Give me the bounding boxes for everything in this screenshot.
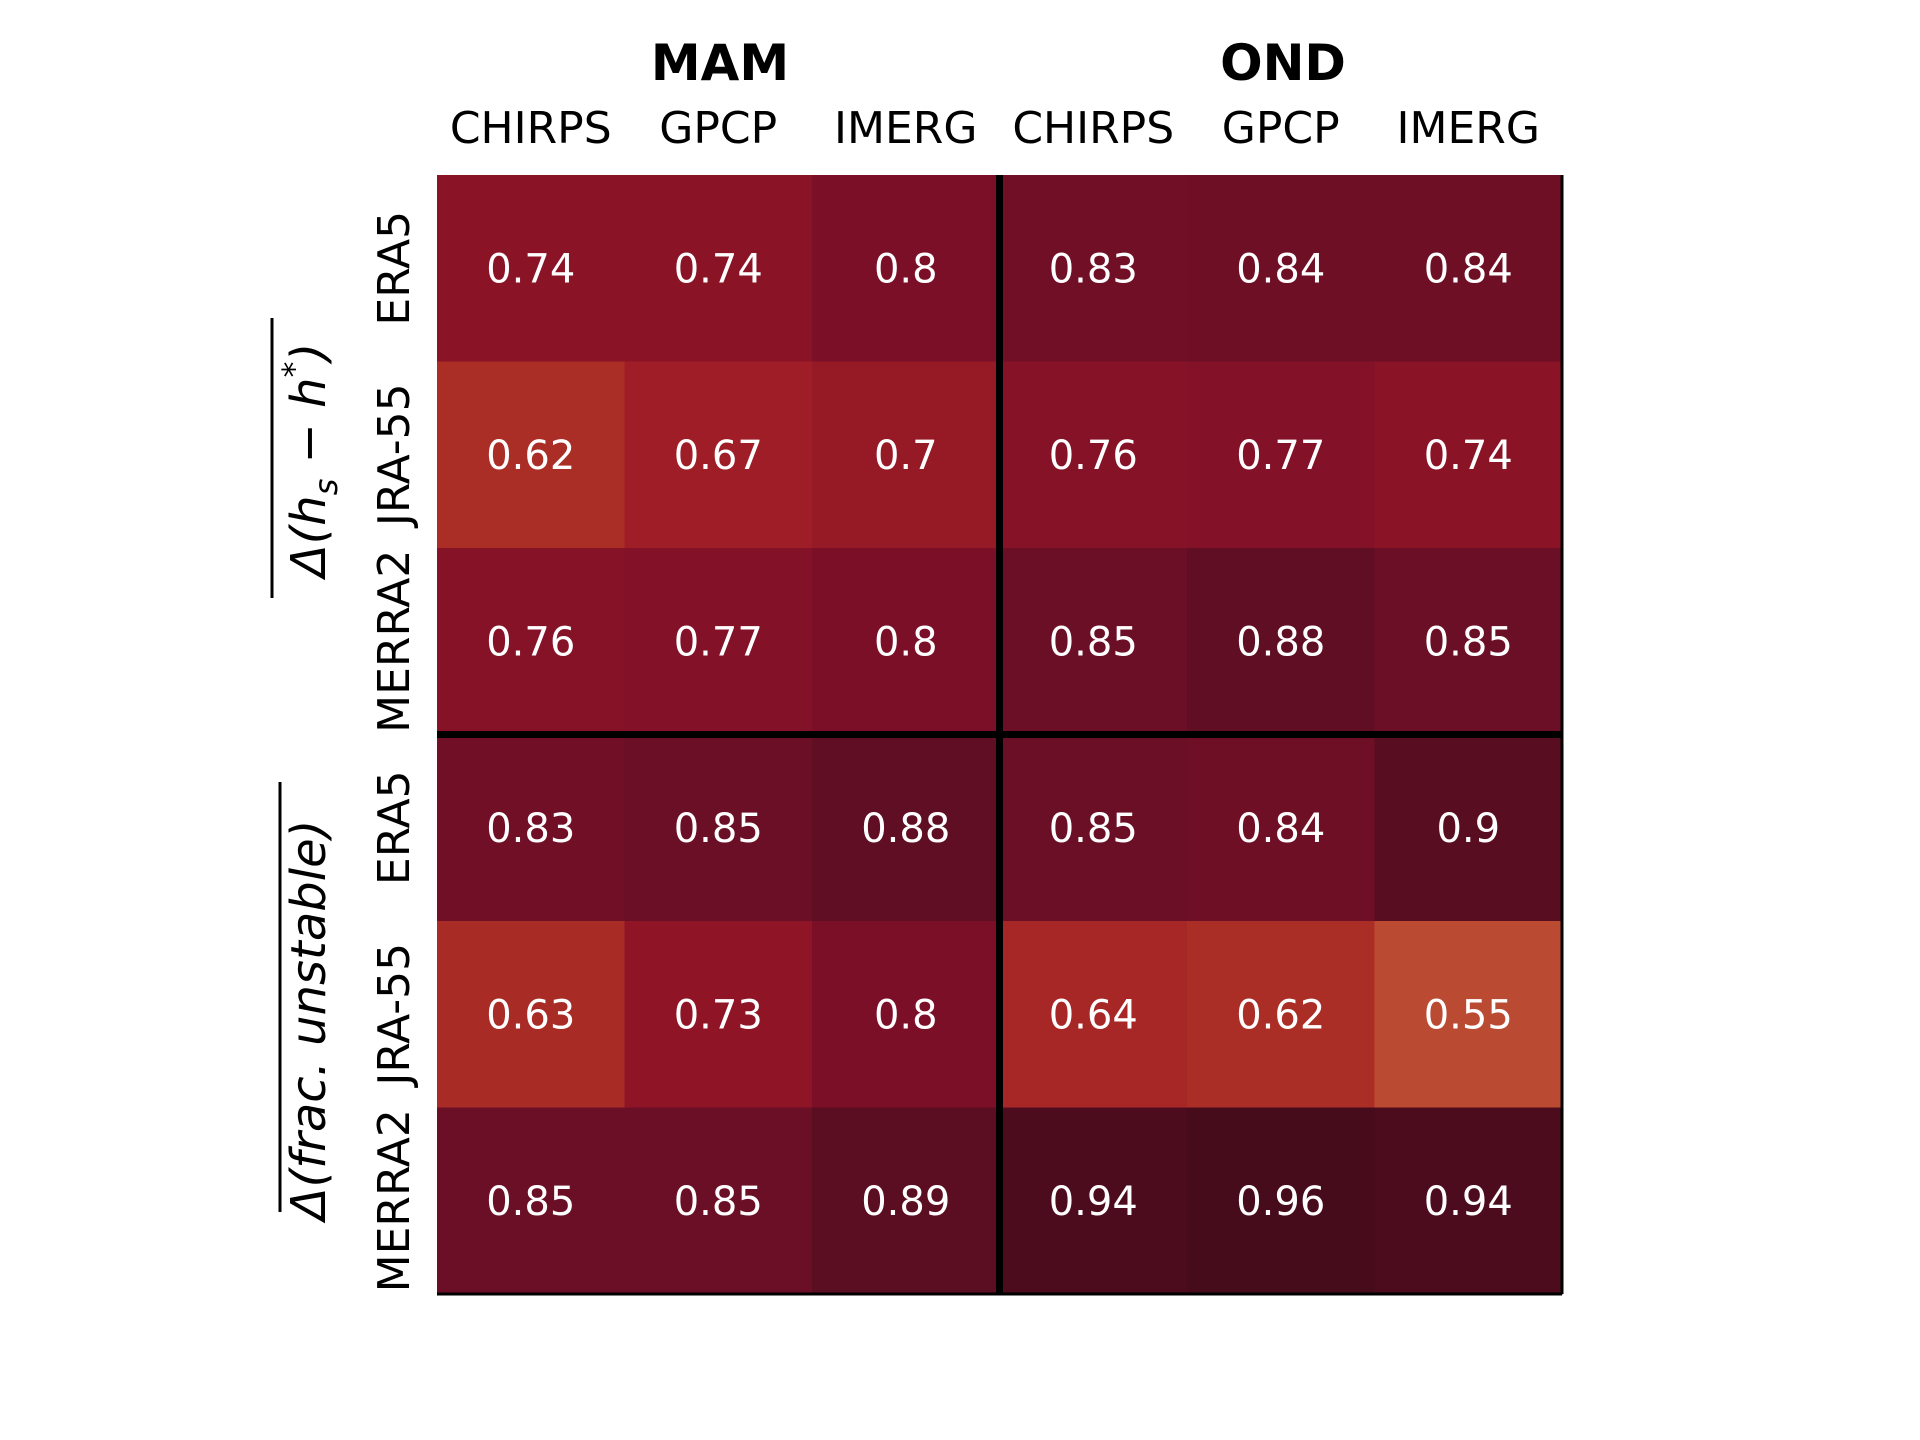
cell-value-label: 0.77	[1236, 433, 1325, 479]
heatmap-cell	[812, 175, 1000, 362]
cell-value-label: 0.9	[1436, 806, 1500, 852]
heatmap-cell	[999, 175, 1188, 362]
heatmap-cell	[999, 548, 1188, 735]
row-label: JRA-55	[369, 383, 420, 529]
cell-value-label: 0.84	[1236, 806, 1325, 852]
row-group-label-frac-unstable: Δ(frac. unstable)	[281, 820, 337, 1225]
heatmap-cell	[1187, 175, 1375, 362]
heatmap-cell	[812, 921, 1000, 1108]
cell-value-label: 0.94	[1424, 1179, 1513, 1225]
cell-value-label: 0.83	[486, 806, 575, 852]
heatmap-cell	[1374, 548, 1563, 735]
heatmap-cell	[999, 734, 1188, 922]
cell-value-label: 0.83	[1049, 246, 1138, 292]
cell-value-label: 0.88	[861, 806, 950, 852]
cell-value-label: 0.63	[486, 992, 575, 1038]
row-label: JRA-55	[369, 943, 420, 1089]
cell-value-label: 0.84	[1424, 246, 1513, 292]
column-label: CHIRPS	[450, 103, 612, 154]
column-label: CHIRPS	[1012, 103, 1174, 154]
row-label: MERRA2	[369, 1109, 420, 1292]
row-labels: ERA5 JRA-55 MERRA2 ERA5 JRA-55 MERRA2	[369, 211, 420, 1292]
heatmap-cell	[812, 1107, 1000, 1295]
heatmap-cell	[1187, 1107, 1375, 1295]
cell-value-label: 0.85	[1049, 619, 1138, 665]
heatmap-cell	[437, 175, 625, 362]
cell-value-label: 0.96	[1236, 1179, 1325, 1225]
row-group-label-hs-hstar: Δ(hs − h*)	[275, 343, 345, 582]
cell-value-label: 0.8	[874, 992, 938, 1038]
heatmap-cell	[999, 1107, 1188, 1295]
heatmap-cell	[624, 175, 813, 362]
column-label: IMERG	[1397, 103, 1540, 154]
cell-value-label: 0.94	[1049, 1179, 1138, 1225]
cell-value-label: 0.7	[874, 433, 938, 479]
cell-value-label: 0.8	[874, 246, 938, 292]
cell-value-label: 0.55	[1424, 992, 1513, 1038]
heatmap-cell	[1374, 361, 1563, 549]
heatmap-cell	[812, 361, 1000, 549]
heatmap-cell	[999, 361, 1188, 549]
row-label: ERA5	[369, 211, 420, 326]
cell-value-label: 0.85	[674, 806, 763, 852]
heatmap-cell	[1187, 734, 1375, 922]
heatmap-cell	[624, 921, 813, 1108]
heatmap-cell	[624, 548, 813, 735]
heatmap-cell	[812, 548, 1000, 735]
cell-value-label: 0.73	[674, 992, 763, 1038]
dividers	[437, 175, 1564, 1296]
heatmap-cell	[1187, 548, 1375, 735]
cell-value-label: 0.76	[486, 619, 575, 665]
heatmap-cell	[1374, 175, 1563, 362]
heatmap-cell	[812, 734, 1000, 922]
heatmap-cell	[624, 1107, 813, 1295]
cell-value-label: 0.88	[1236, 619, 1325, 665]
cell-value-label: 0.74	[486, 246, 575, 292]
heatmap-cell	[437, 734, 625, 922]
heatmap-cell	[437, 1107, 625, 1295]
heatmap-cell	[1374, 921, 1563, 1108]
season-title-mam: MAM	[651, 34, 789, 92]
cell-value-label: 0.74	[1424, 433, 1513, 479]
cell-value-label: 0.76	[1049, 433, 1138, 479]
heatmap-cell	[624, 361, 813, 549]
cell-value-label: 0.84	[1236, 246, 1325, 292]
cell-value-label: 0.62	[486, 433, 575, 479]
season-title-ond: OND	[1220, 34, 1346, 92]
cell-value-label: 0.64	[1049, 992, 1138, 1038]
column-label: IMERG	[834, 103, 977, 154]
cell-value-label: 0.85	[486, 1179, 575, 1225]
cell-value-label: 0.85	[674, 1179, 763, 1225]
heatmap-cell	[437, 548, 625, 735]
cell-value-label: 0.8	[874, 619, 938, 665]
heatmap-cells: 0.74 0.74 0.8 0.83 0.84 0.84 0.62 0.67 0.7 0.76 0.…	[437, 175, 1563, 1295]
cell-value-label: 0.85	[1424, 619, 1513, 665]
heatmap-cell	[1187, 921, 1375, 1108]
cell-value-label: 0.74	[674, 246, 763, 292]
column-label: GPCP	[659, 103, 777, 154]
column-label: GPCP	[1222, 103, 1340, 154]
row-label: MERRA2	[369, 550, 420, 733]
cell-value-label: 0.89	[861, 1179, 950, 1225]
heatmap-cell	[1374, 1107, 1563, 1295]
heatmap-cell	[437, 921, 625, 1108]
heatmap-cell	[1187, 361, 1375, 549]
cell-value-label: 0.62	[1236, 992, 1325, 1038]
heatmap-cell	[1374, 734, 1563, 922]
column-labels: CHIRPS GPCP IMERG CHIRPS GPCP IMERG	[450, 103, 1540, 154]
cell-value-label: 0.77	[674, 619, 763, 665]
heatmap-cell	[437, 361, 625, 549]
heatmap-cell	[999, 921, 1188, 1108]
row-label: ERA5	[369, 770, 420, 885]
cell-value-label: 0.67	[674, 433, 763, 479]
heatmap-cell	[624, 734, 813, 922]
cell-value-label: 0.85	[1049, 806, 1138, 852]
